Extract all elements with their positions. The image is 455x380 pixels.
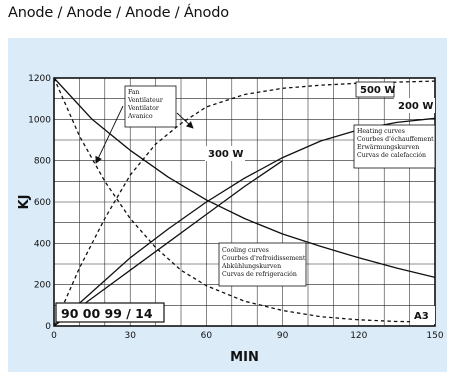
code-label: 90 00 99 / 14: [61, 306, 153, 321]
page-title: Anode / Anode / Anode / Ánodo: [8, 5, 229, 21]
heating-note-line-1: Heating curves: [357, 128, 405, 135]
cooling-note-line-4: Curvas de refrigeración: [222, 271, 297, 278]
heating-note-line-4: Curvas de calefacción: [357, 152, 426, 159]
series-line-cooling-fan-unlabeled-4: [53, 77, 436, 323]
cooling-note-line-3: Abkühlungskurven: [221, 263, 281, 270]
cooling-note-box: [218, 242, 307, 287]
y-tick-label: 200: [34, 281, 51, 291]
fan-note-line-3: Ventilator: [127, 105, 159, 112]
y-tick-label: 0: [45, 322, 51, 332]
corner-label: A3: [414, 311, 429, 322]
plot-frame: [53, 77, 436, 327]
label-200w: 200 W: [398, 101, 433, 112]
label-500w: 500 W: [360, 85, 395, 96]
y-tick-label: 1200: [28, 74, 51, 84]
series-line-cooling-unlabeled-3: [53, 77, 436, 279]
label-500w-box: [355, 81, 395, 98]
series-line-heating-fan-500w-2: [53, 80, 436, 327]
y-tick-label: 600: [34, 198, 51, 208]
heating-note-line-2: Courbes d'échauffement: [357, 136, 434, 143]
y-tick-label: 1000: [28, 115, 51, 125]
x-tick-label: 90: [277, 331, 289, 341]
label-300w: 300 W: [208, 149, 243, 160]
fan-note-line-2: Ventilateur: [127, 97, 163, 104]
fan-note-line-1: Fan: [128, 89, 140, 96]
y-tick-label: 400: [34, 239, 51, 249]
cooling-note-line-2: Courbes d'refroidissement: [222, 255, 306, 262]
y-tick-label: 800: [34, 157, 51, 167]
corner-label-box: [410, 306, 435, 324]
fan-arrow-left: [95, 105, 124, 164]
x-axis-title: MIN: [230, 350, 259, 365]
x-tick-label: 30: [124, 331, 136, 341]
x-tick-label: 60: [201, 331, 213, 341]
cooling-note-line-1: Cooling curves: [222, 247, 269, 254]
label-300w-box: [205, 146, 245, 161]
code-label-box: [55, 302, 165, 323]
ticks: 0 30 60 90 120 150 0 200 400 600 800 1000 1200: [28, 74, 444, 341]
x-tick-label: 120: [350, 331, 367, 341]
series-line-heating-300w-0: [53, 160, 283, 327]
y-axis-title: KJ: [17, 195, 32, 210]
fan-note-line-4: Avanico: [127, 113, 153, 120]
label-200w-box: [394, 98, 435, 113]
heating-note-box: [353, 124, 436, 169]
fan-note-box: [124, 85, 177, 128]
heating-note-line-3: Erwärmungskurven: [357, 144, 419, 151]
x-tick-label: 0: [51, 331, 57, 341]
fan-arrow-right: [176, 112, 194, 129]
x-tick-label: 150: [426, 331, 443, 341]
